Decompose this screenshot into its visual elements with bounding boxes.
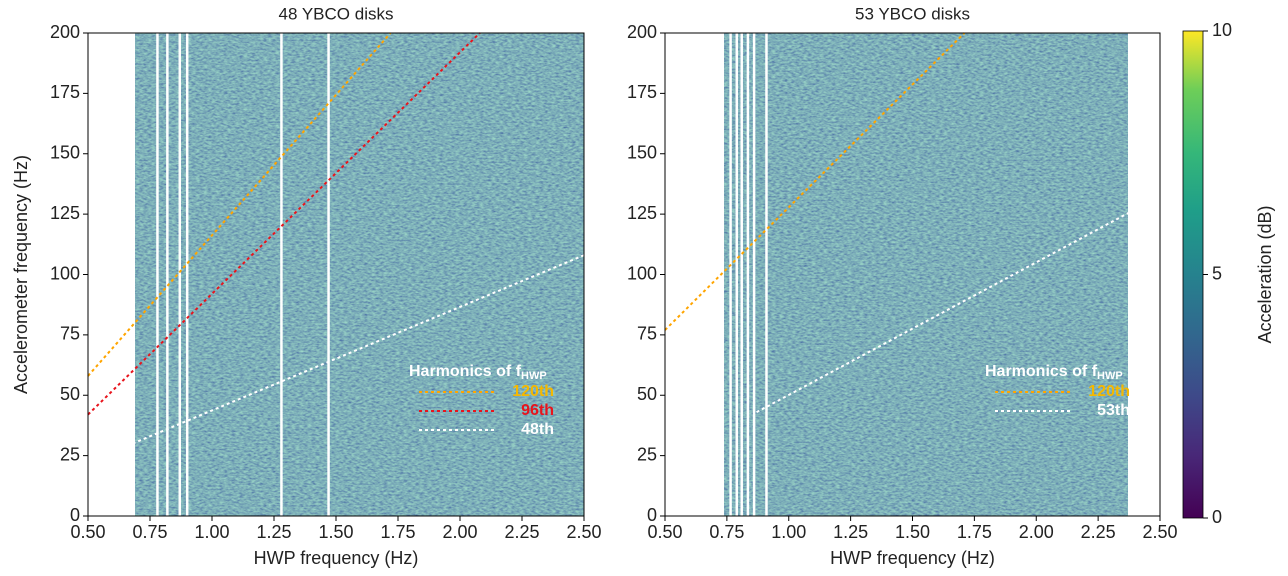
y-tick-label: 200 [627,22,657,42]
y-tick-label: 50 [60,384,80,404]
colorbar-tick-label: 5 [1212,263,1222,283]
harmonic-line [87,32,481,416]
y-tick-label: 150 [627,143,657,163]
x-tick-label: 1.00 [771,522,806,542]
x-tick-label: 1.25 [833,522,868,542]
legend-label: 120th [1088,383,1130,400]
legend-title-main: Harmonics of f [985,363,1098,380]
harmonic-line [87,32,392,377]
spectrogram [135,33,584,516]
y-tick-label: 125 [50,203,80,223]
x-tick-label: 2.00 [442,522,477,542]
x-tick-label: 1.00 [194,522,229,542]
y-tick-label: 150 [50,143,80,163]
x-tick-label: 0.75 [132,522,167,542]
y-tick-label: 75 [60,324,80,344]
x-tick-label: 1.50 [318,522,353,542]
x-tick-label: 2.25 [504,522,539,542]
colorbar-tick-label: 0 [1212,507,1222,527]
legend-title: Harmonics of fHWP [409,363,547,382]
colorbar-label: Acceleration (dB) [1255,205,1275,343]
y-tick-label: 0 [70,505,80,525]
y-tick-label: 75 [637,324,657,344]
legend-title-sub: HWP [521,370,547,382]
x-tick-label: 1.75 [380,522,415,542]
x-tick-label: 2.50 [1142,522,1177,542]
x-tick-label: 0.50 [647,522,682,542]
x-tick-label: 1.25 [256,522,291,542]
legend-label: 96th [521,402,554,419]
legend-title: Harmonics of fHWP [985,363,1123,382]
y-tick-label: 200 [50,22,80,42]
spectrogram [724,33,1128,516]
x-tick-label: 1.75 [957,522,992,542]
legend-title-sub: HWP [1097,370,1123,382]
legend-label: 48th [521,421,554,438]
x-tick-label: 2.00 [1019,522,1054,542]
y-tick-label: 50 [637,384,657,404]
chart-title: 53 YBCO disks [855,4,970,23]
y-tick-label: 175 [50,82,80,102]
chart-title: 48 YBCO disks [279,4,394,23]
legend-title-main: Harmonics of f [409,363,522,380]
harmonic-line [664,32,966,331]
colorbar-tick-label: 10 [1212,20,1232,40]
x-tick-label: 2.25 [1081,522,1116,542]
colorbar [1182,30,1204,519]
y-tick-label: 100 [627,263,657,283]
legend-label: 120th [512,383,554,400]
x-tick-label: 2.50 [566,522,601,542]
y-axis-label: Accelerometer frequency (Hz) [11,155,31,394]
y-tick-label: 25 [60,444,80,464]
x-axis-label: HWP frequency (Hz) [254,548,419,568]
y-tick-label: 100 [50,263,80,283]
legend-label: 53th [1097,402,1130,419]
x-tick-label: 1.50 [895,522,930,542]
x-tick-label: 0.75 [709,522,744,542]
y-tick-label: 25 [637,444,657,464]
x-axis-label: HWP frequency (Hz) [830,548,995,568]
y-tick-label: 175 [627,82,657,102]
x-tick-label: 0.50 [70,522,105,542]
y-tick-label: 0 [647,505,657,525]
y-tick-label: 125 [627,203,657,223]
